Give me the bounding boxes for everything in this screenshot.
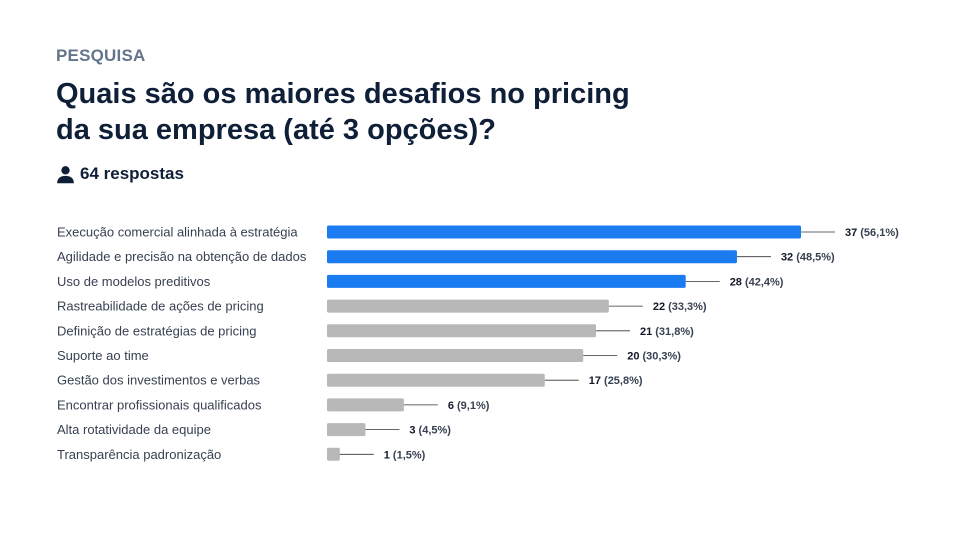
data-label: 6 (9,1%) <box>448 400 490 412</box>
data-label: 1 (1,5%) <box>384 449 426 461</box>
category-label: Definição de estratégias de pricing <box>57 323 256 338</box>
category-label: Execução comercial alinhada à estratégia <box>57 225 298 240</box>
data-label: 17 (25,8%) <box>589 375 643 387</box>
bar <box>327 373 545 387</box>
data-label-count: 20 <box>627 351 639 363</box>
bar <box>327 447 340 461</box>
section-eyebrow: PESQUISA <box>56 46 146 65</box>
data-label: 22 (33,3%) <box>653 301 707 313</box>
bar <box>327 324 597 338</box>
data-label-count: 28 <box>730 276 742 288</box>
data-label-count: 6 <box>448 400 454 412</box>
data-label: 28 (42,4%) <box>730 276 784 288</box>
data-label-count: 22 <box>653 301 665 313</box>
category-label: Transparência padronização <box>57 447 221 462</box>
data-label: 32 (48,5%) <box>781 252 835 264</box>
bar <box>327 398 404 412</box>
data-label-count: 32 <box>781 252 793 264</box>
category-label: Suporte ao time <box>57 348 149 363</box>
data-label: 37 (56,1%) <box>845 227 899 239</box>
responses-count: 64 respostas <box>56 162 184 186</box>
category-label: Uso de modelos preditivos <box>57 274 211 289</box>
responses-count-label: 64 respostas <box>80 164 184 183</box>
data-label-count: 1 <box>384 449 390 461</box>
category-label: Rastreabilidade de ações de pricing <box>57 299 264 314</box>
data-label-count: 3 <box>409 425 415 437</box>
data-label-percent: (56,1%) <box>860 227 899 239</box>
data-label-percent: (25,8%) <box>604 375 643 387</box>
data-label: 21 (31,8%) <box>640 326 694 338</box>
data-label-percent: (33,3%) <box>668 301 707 313</box>
bar <box>327 274 686 288</box>
page-title: Quais são os maiores desafios no pricing… <box>56 76 676 148</box>
data-label-percent: (42,4%) <box>745 276 784 288</box>
data-label-percent: (4,5%) <box>419 425 452 437</box>
bar-chart: Execução comercial alinhada à estratégia… <box>57 225 899 462</box>
page-title-line-1: Quais são os maiores desafios no pricing <box>56 78 630 110</box>
data-label-count: 37 <box>845 227 857 239</box>
person-icon <box>57 165 74 183</box>
data-label-percent: (48,5%) <box>796 252 835 264</box>
page-title-line-2: da sua empresa (até 3 opções)? <box>56 114 496 146</box>
category-label: Encontrar profissionais qualificados <box>57 397 262 412</box>
data-label-percent: (30,3%) <box>642 351 681 363</box>
category-label: Alta rotatividade da equipe <box>57 422 211 437</box>
bar <box>327 225 801 239</box>
bar <box>327 423 366 437</box>
category-label: Gestão dos investimentos e verbas <box>57 373 261 388</box>
data-label: 3 (4,5%) <box>409 425 451 437</box>
bar <box>327 349 584 362</box>
category-label: Agilidade e precisão na obtenção de dado… <box>57 249 307 264</box>
data-label-count: 17 <box>589 375 601 387</box>
data-label-percent: (9,1%) <box>457 400 490 412</box>
data-label-count: 21 <box>640 326 652 338</box>
data-label-percent: (1,5%) <box>393 449 426 461</box>
bar <box>327 250 737 264</box>
data-label-percent: (31,8%) <box>655 326 694 338</box>
bar <box>327 299 609 313</box>
data-label: 20 (30,3%) <box>627 351 681 363</box>
